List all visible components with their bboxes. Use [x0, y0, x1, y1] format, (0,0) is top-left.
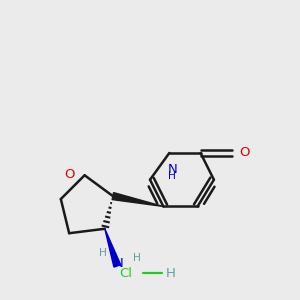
Polygon shape	[105, 229, 121, 267]
Text: H: H	[166, 267, 176, 280]
Text: O: O	[239, 146, 250, 159]
Text: N: N	[167, 163, 177, 176]
Text: O: O	[64, 168, 74, 181]
Polygon shape	[112, 193, 164, 206]
Text: H: H	[99, 248, 107, 258]
Text: H: H	[133, 254, 141, 263]
Text: Cl: Cl	[120, 267, 133, 280]
Text: H: H	[168, 171, 176, 181]
Text: N: N	[114, 257, 124, 270]
